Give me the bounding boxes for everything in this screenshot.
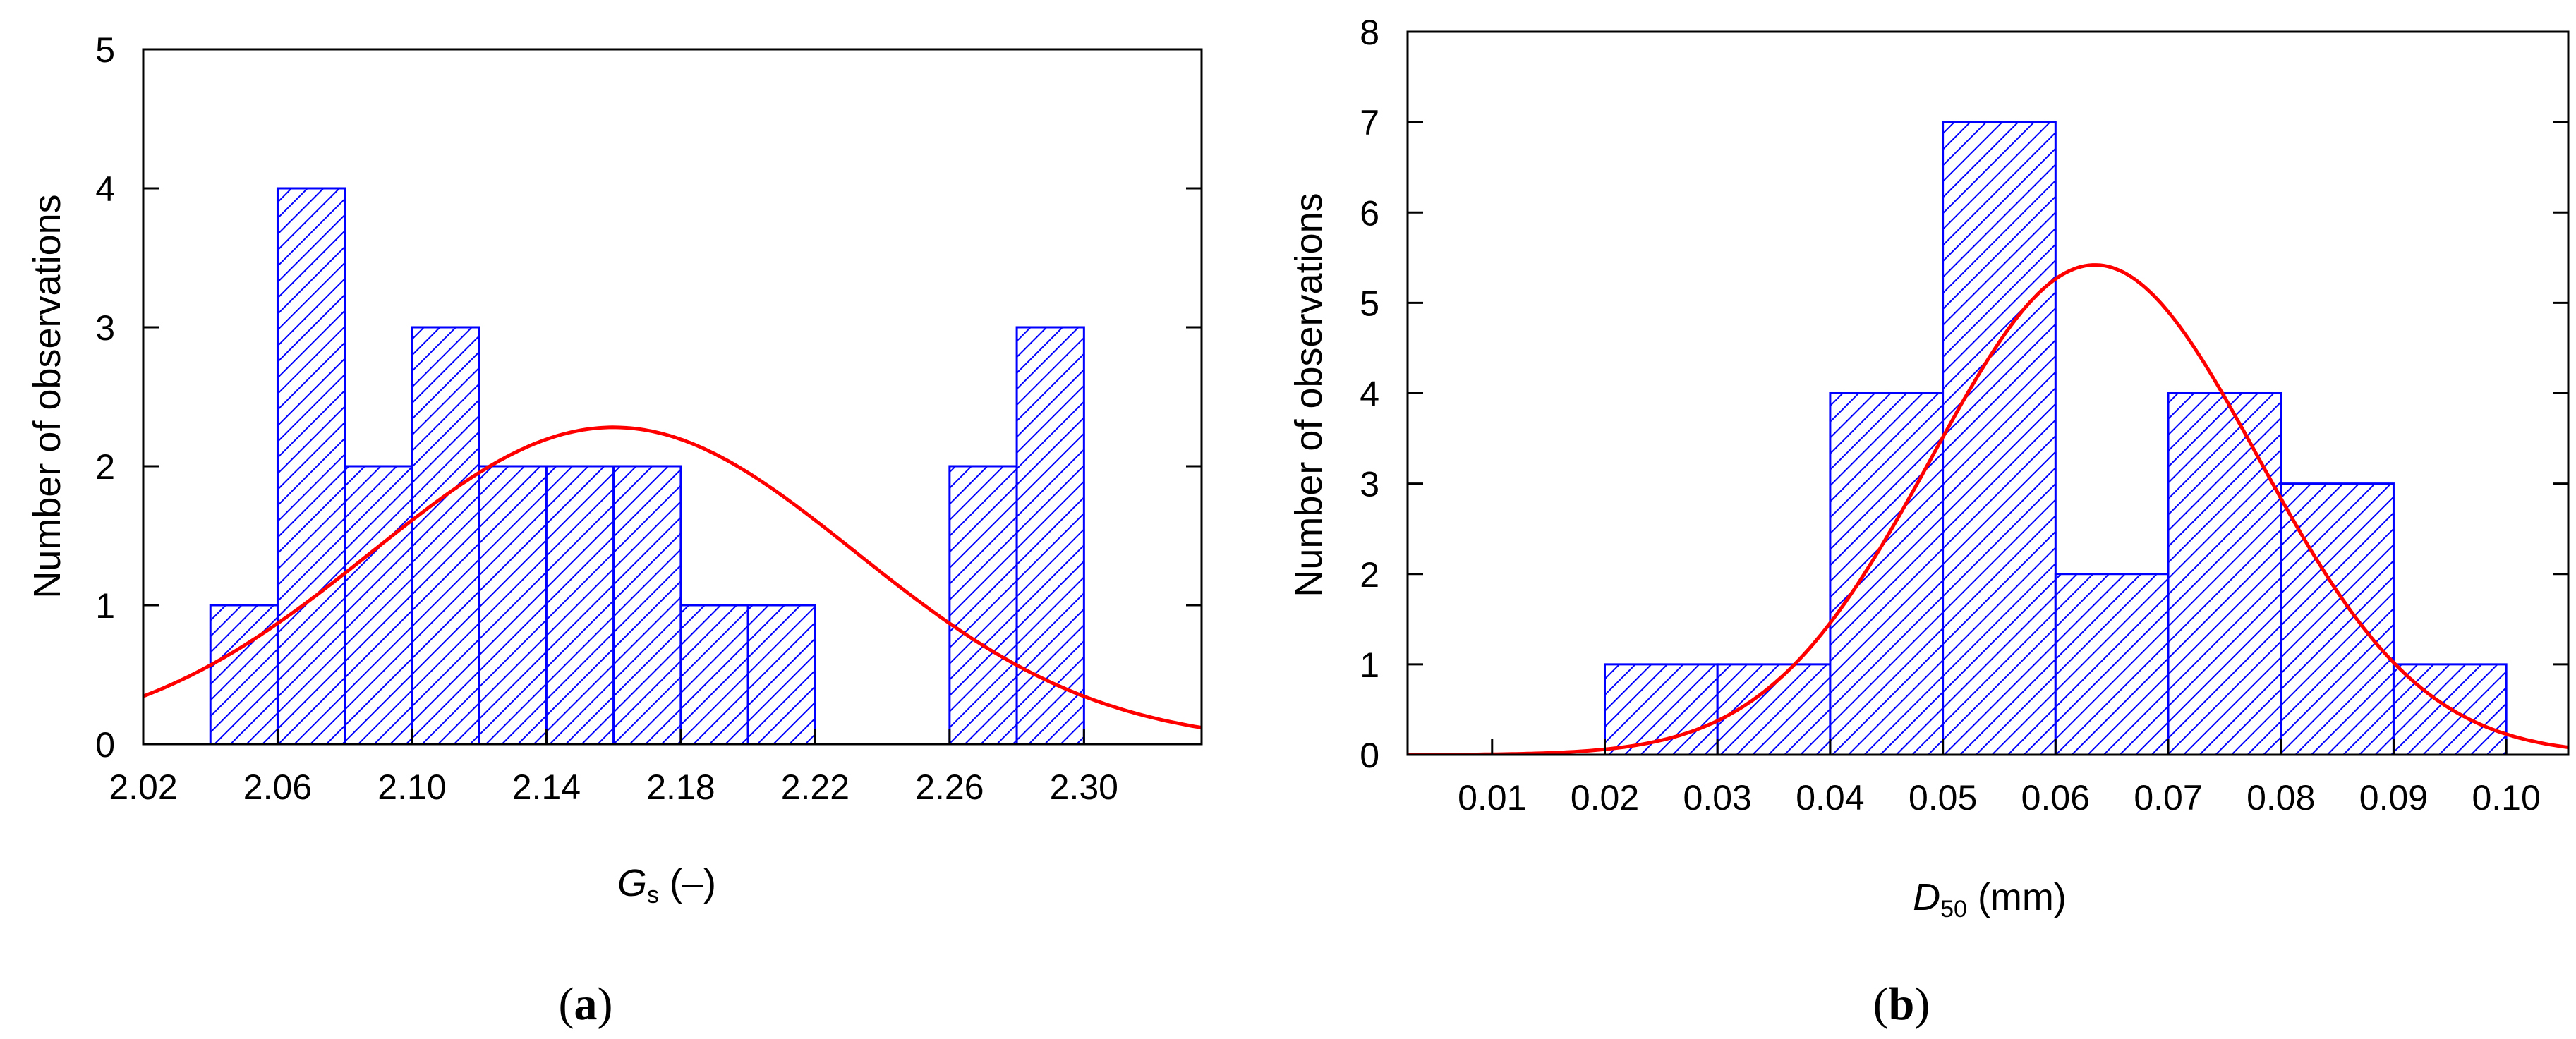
histogram-bar (1716, 663, 1832, 755)
y-tick-label: 3 (95, 308, 115, 348)
x-tick-label: 2.02 (109, 767, 177, 807)
histogram-bar (2280, 482, 2395, 755)
histogram-bar (411, 326, 480, 744)
x-tick-label: 2.14 (512, 767, 581, 807)
normal-fit-curve (143, 425, 1202, 730)
y-axis-ticks: 0 1 2 3 4 5 (95, 30, 1202, 765)
y-tick-label: 5 (1360, 284, 1379, 323)
y-tick-label: 1 (1360, 645, 1379, 685)
y-tick-label: 6 (1360, 193, 1379, 233)
histogram-bar (2054, 573, 2170, 755)
x-tick-label: 0.02 (1571, 778, 1639, 818)
y-tick-label: 3 (1360, 465, 1379, 504)
histogram-bar (612, 465, 682, 744)
panel-caption: (a) (559, 978, 613, 1030)
x-tick-label: 0.07 (2134, 778, 2202, 818)
bar-group (1603, 121, 2508, 755)
x-axis-title: Gs (–) (617, 862, 716, 909)
x-tick-label: 0.09 (2359, 778, 2428, 818)
histogram-bar (1015, 326, 1085, 744)
x-axis-ticks: 0.01 0.02 0.03 0.04 0.05 0.06 0.07 0.08 0.09 0.10 (1458, 739, 2541, 818)
x-tick-label: 0.06 (2021, 778, 2090, 818)
histogram-panel-gs: 2.02 2.06 2.10 2.14 2.18 2.22 2.26 2.30 012345 … (26, 30, 1203, 1030)
y-axis-ticks: 0 1 2 3 4 5 6 7 8 (1360, 13, 2568, 775)
histogram-panel-d50: 0.01 0.02 0.03 0.04 0.05 0.06 0.07 0.08 0.09 0.10… (1288, 13, 2570, 1030)
x-tick-label: 2.06 (243, 767, 312, 807)
x-tick-label: 0.05 (1909, 778, 1977, 818)
y-tick-label: 0 (95, 725, 115, 765)
x-tick-label: 2.22 (781, 767, 849, 807)
x-axis-title: D50 (mm) (1913, 876, 2067, 923)
y-tick-label: 0 (1360, 736, 1379, 775)
histogram-bar (679, 604, 749, 744)
histogram-bar (276, 187, 346, 744)
y-tick-label: 5 (95, 30, 115, 70)
x-tick-label: 2.10 (377, 767, 446, 807)
plot-frame (142, 48, 1203, 746)
x-axis-ticks: 2.02 2.06 2.10 2.14 2.18 2.22 2.26 2.30 (109, 729, 1118, 807)
y-axis-title: Number of observations (1288, 193, 1330, 597)
histogram-bar (344, 465, 413, 744)
histogram-bar (209, 604, 279, 744)
y-tick-label: 1 (95, 586, 115, 626)
y-tick-label: 4 (95, 169, 115, 209)
x-tick-label: 2.26 (915, 767, 984, 807)
x-tick-label: 0.03 (1683, 778, 1752, 818)
x-tick-label: 2.18 (646, 767, 715, 807)
y-tick-label: 8 (1360, 13, 1379, 52)
x-tick-label: 2.30 (1050, 767, 1118, 807)
x-tick-label: 0.08 (2247, 778, 2315, 818)
y-tick-label: 7 (1360, 103, 1379, 142)
histogram-bar (478, 465, 548, 744)
y-tick-label: 2 (1360, 555, 1379, 595)
x-tick-label: 0.01 (1458, 778, 1526, 818)
bar-group (209, 187, 1085, 744)
y-axis-title: Number of observations (26, 194, 68, 598)
y-tick-label: 4 (1360, 375, 1379, 414)
histogram-bar (545, 465, 615, 744)
histogram-bar (746, 604, 816, 744)
x-tick-label: 0.04 (1796, 778, 1864, 818)
histogram-bar (948, 465, 1018, 744)
histogram-bar (1942, 121, 2057, 755)
histogram-bar (2167, 392, 2282, 755)
panel-caption: (b) (1873, 978, 1930, 1030)
histogram-bar (1829, 392, 1945, 755)
normal-fit-curve (1408, 263, 2568, 755)
x-tick-label: 0.10 (2472, 778, 2540, 818)
y-tick-label: 2 (95, 447, 115, 487)
